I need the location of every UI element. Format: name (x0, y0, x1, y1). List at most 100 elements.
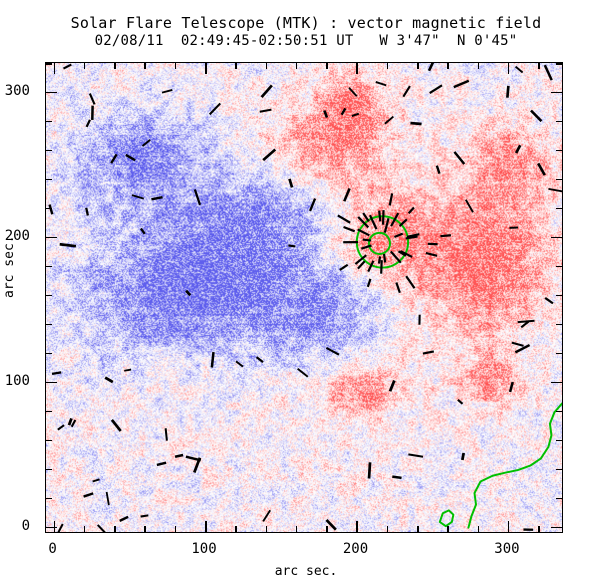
x-tick-bottom (295, 526, 298, 532)
y-tick-left (46, 439, 52, 442)
x-tick-bottom (265, 526, 268, 532)
x-tick-bottom (356, 521, 358, 532)
field-vector (422, 350, 435, 355)
field-vector (377, 256, 382, 264)
field-vector (388, 379, 396, 392)
y-tick-right (556, 149, 562, 152)
x-tick-bottom (507, 521, 510, 532)
field-vector (255, 356, 264, 364)
y-tick-right (551, 381, 562, 384)
x-tick-top (295, 63, 298, 69)
field-vector (343, 187, 351, 202)
y-tick-left (46, 294, 52, 297)
x-tick-top (417, 63, 419, 69)
y-tick-left (46, 91, 57, 94)
y-tick-left (46, 497, 52, 500)
y-tick-left (46, 63, 52, 65)
field-vector (398, 218, 408, 227)
x-axis-title: arc sec. (274, 564, 338, 579)
x-tick-top (53, 63, 56, 74)
x-tick-top (174, 63, 177, 69)
field-vector (343, 225, 356, 233)
field-vector (392, 475, 402, 480)
y-tick-right (551, 526, 562, 529)
y-tick-label: 200 (4, 227, 30, 244)
figure-subtitle: 02/08/11 02:49:45-02:50:51 UT W 3'47" N … (94, 32, 518, 49)
y-tick-right (556, 410, 562, 413)
x-tick-top (265, 63, 268, 69)
y-tick-left (46, 352, 52, 355)
field-vector (104, 376, 114, 384)
y-tick-label: 100 (4, 372, 30, 389)
x-tick-top (477, 63, 480, 69)
magnetogram-image (46, 63, 562, 532)
x-tick-top (538, 63, 540, 69)
x-tick-bottom (53, 521, 56, 532)
x-tick-label: 300 (494, 541, 520, 557)
field-vector (340, 107, 347, 116)
x-tick-bottom (447, 526, 449, 532)
field-vector (351, 112, 360, 117)
field-vector (110, 419, 122, 432)
field-vector (375, 81, 387, 87)
field-vector (174, 453, 184, 459)
y-tick-right (556, 265, 562, 268)
y-tick-left (46, 323, 52, 326)
field-vector (544, 297, 554, 305)
field-vector (548, 187, 562, 193)
field-vector (357, 260, 366, 270)
field-vector (185, 289, 192, 297)
y-tick-left (46, 410, 52, 413)
field-vector (514, 65, 524, 74)
y-tick-right (556, 468, 562, 471)
x-tick-bottom (83, 526, 86, 532)
field-vector (429, 84, 443, 94)
x-tick-top (144, 63, 146, 69)
y-tick-left (46, 468, 52, 471)
field-vector (323, 110, 329, 118)
x-tick-top (326, 63, 328, 69)
y-tick-label: 300 (4, 82, 30, 99)
y-tick-left (46, 120, 52, 123)
field-vector (288, 178, 294, 188)
y-tick-right (556, 497, 562, 500)
field-vector (453, 79, 470, 89)
field-vector (124, 368, 132, 372)
field-vector (325, 346, 340, 356)
field-vector (511, 341, 524, 347)
y-tick-right (556, 439, 562, 442)
field-vector (339, 263, 349, 271)
field-vector (235, 360, 244, 368)
field-vector (193, 189, 202, 206)
field-vector (366, 278, 372, 288)
field-vector (406, 233, 420, 238)
field-vector (88, 93, 96, 105)
limb-contour-southeast-contour (467, 402, 562, 529)
y-tick-right (556, 63, 562, 65)
field-vector (435, 165, 441, 174)
y-tick-right (556, 294, 562, 297)
field-vector (537, 162, 546, 176)
figure-title-block: Solar Flare Telescope (MTK) : vector mag… (0, 14, 612, 50)
x-tick-bottom (205, 521, 207, 532)
x-tick-bottom (114, 526, 116, 532)
x-tick-bottom (235, 526, 237, 532)
field-vector (70, 419, 77, 428)
field-vector (408, 453, 424, 458)
field-vector (131, 194, 145, 200)
overlay-layer (48, 63, 562, 532)
y-tick-right (556, 178, 562, 181)
field-vector (259, 108, 272, 113)
limb-contour-small-loop-contour (438, 509, 455, 528)
field-vector (85, 119, 91, 128)
field-vector (395, 282, 401, 294)
field-vector (85, 207, 89, 216)
field-vector (388, 193, 394, 206)
field-vector (262, 509, 272, 522)
figure-title: Solar Flare Telescope (MTK) : vector mag… (70, 14, 542, 32)
y-axis-title: arc sec. (2, 235, 17, 298)
x-tick-bottom (144, 526, 146, 532)
y-tick-left (46, 149, 52, 152)
x-tick-top (507, 63, 510, 74)
field-vector (105, 491, 110, 506)
